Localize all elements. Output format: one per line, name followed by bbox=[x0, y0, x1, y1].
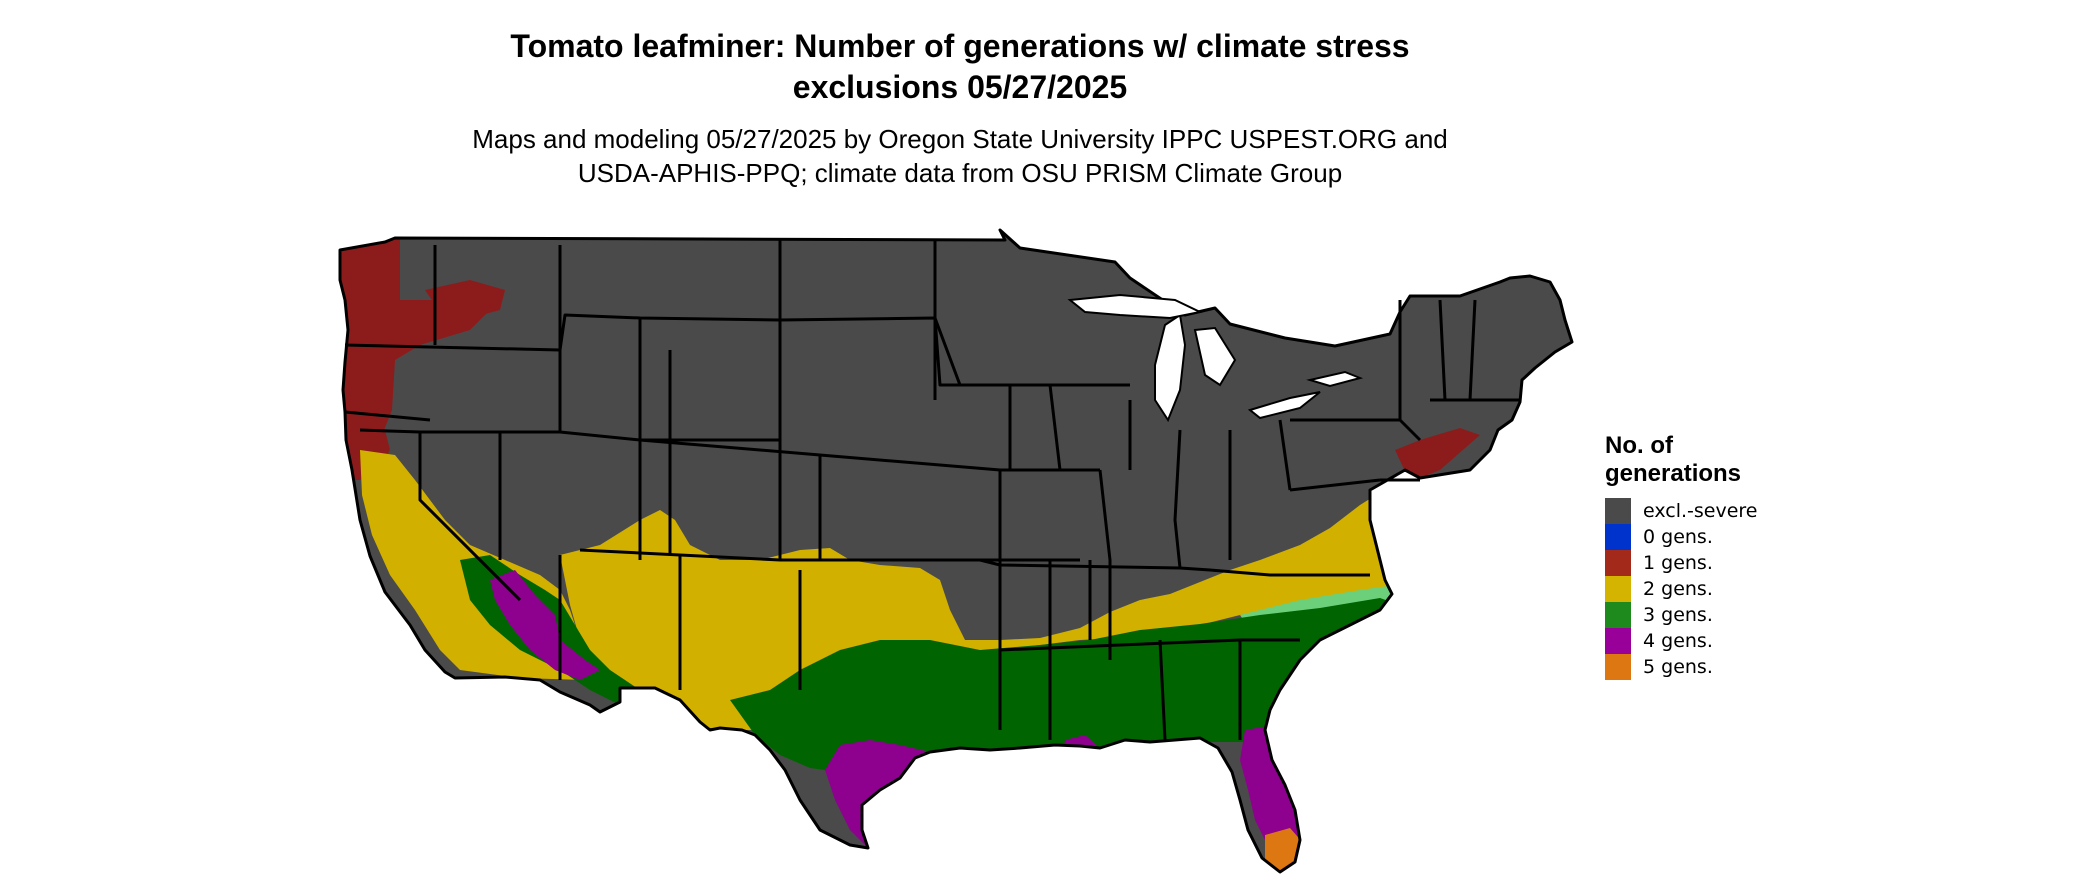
legend-swatch bbox=[1605, 654, 1631, 680]
lake-erie bbox=[1247, 391, 1321, 420]
zone-gen2-southern-belt bbox=[560, 478, 1420, 730]
legend-swatch bbox=[1605, 498, 1631, 524]
map-subtitle-line-1: Maps and modeling 05/27/2025 by Oregon S… bbox=[472, 124, 1448, 154]
legend-item: 3 gens. bbox=[1605, 602, 1758, 628]
legend-label: 3 gens. bbox=[1643, 604, 1713, 626]
lake-huron bbox=[1193, 326, 1237, 387]
map-title-line-2: exclusions 05/27/2025 bbox=[792, 69, 1128, 105]
legend-label: 4 gens. bbox=[1643, 630, 1713, 652]
legend-label: 0 gens. bbox=[1643, 526, 1713, 548]
map-title: Tomato leafminer: Number of generations … bbox=[0, 26, 1920, 108]
legend-label: 2 gens. bbox=[1643, 578, 1713, 600]
lake-ontario bbox=[1306, 370, 1364, 388]
lake-superior bbox=[1067, 293, 1204, 320]
legend-label: excl.-severe bbox=[1643, 500, 1758, 522]
legend-title-line-2: generations bbox=[1605, 460, 1742, 487]
us-generations-map bbox=[338, 228, 1574, 874]
great-lakes bbox=[1067, 293, 1364, 423]
legend-item: 0 gens. bbox=[1605, 524, 1758, 550]
legend-label: 5 gens. bbox=[1643, 656, 1713, 678]
map-subtitle: Maps and modeling 05/27/2025 by Oregon S… bbox=[0, 122, 1920, 190]
lake-michigan bbox=[1154, 313, 1187, 423]
legend-swatch bbox=[1605, 524, 1631, 550]
legend-item: 2 gens. bbox=[1605, 576, 1758, 602]
legend-swatch bbox=[1605, 628, 1631, 654]
zone-gen1-columbia-basin bbox=[425, 280, 505, 318]
legend-title: No. of generations bbox=[1605, 432, 1758, 488]
zone-gen1-northeast-coast bbox=[1395, 428, 1480, 482]
map-subtitle-line-2: USDA-APHIS-PPQ; climate data from OSU PR… bbox=[577, 158, 1343, 188]
legend-label: 1 gens. bbox=[1643, 552, 1713, 574]
legend-item: 4 gens. bbox=[1605, 628, 1758, 654]
legend-swatch bbox=[1605, 550, 1631, 576]
legend-item: excl.-severe bbox=[1605, 498, 1758, 524]
state-boundaries bbox=[338, 228, 1574, 874]
legend-title-line-1: No. of bbox=[1605, 432, 1673, 459]
map-legend: No. of generations excl.-severe 0 gens. 1 … bbox=[1605, 432, 1758, 680]
legend-swatch bbox=[1605, 576, 1631, 602]
zone-gen1-pacific-northwest bbox=[340, 230, 490, 430]
legend-item: 5 gens. bbox=[1605, 654, 1758, 680]
legend-swatch bbox=[1605, 602, 1631, 628]
legend-item: 1 gens. bbox=[1605, 550, 1758, 576]
legend-items: excl.-severe 0 gens. 1 gens. 2 gens. 3 gens.… bbox=[1605, 498, 1758, 680]
map-title-line-1: Tomato leafminer: Number of generations … bbox=[510, 28, 1410, 64]
